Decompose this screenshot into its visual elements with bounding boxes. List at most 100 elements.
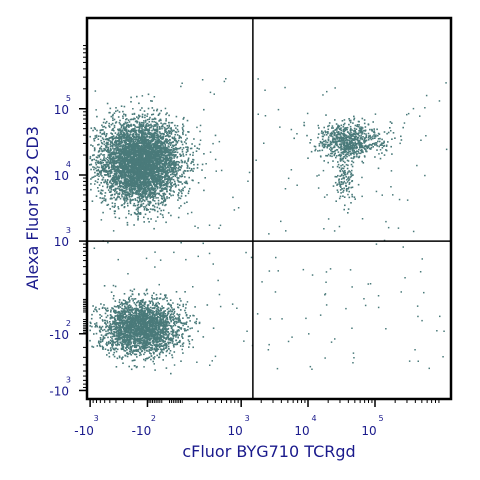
event-point xyxy=(117,144,120,146)
event-point xyxy=(156,133,159,135)
event-point xyxy=(148,172,151,175)
event-point xyxy=(113,151,115,154)
event-point xyxy=(152,160,154,163)
event-point xyxy=(201,163,204,166)
event-point xyxy=(128,176,131,178)
event-point xyxy=(145,169,147,172)
event-point xyxy=(134,182,136,185)
event-point xyxy=(103,140,105,143)
event-point xyxy=(113,212,116,215)
event-point xyxy=(151,140,154,143)
event-point xyxy=(166,127,169,130)
event-point xyxy=(152,172,154,175)
event-point xyxy=(112,117,114,119)
event-point xyxy=(176,179,179,181)
event-point xyxy=(100,189,103,191)
event-point xyxy=(105,169,108,172)
event-point xyxy=(131,165,133,168)
event-point xyxy=(188,187,191,190)
event-point xyxy=(125,165,127,167)
event-point xyxy=(165,176,167,178)
event-point xyxy=(134,151,136,153)
event-point xyxy=(158,207,161,210)
event-point xyxy=(158,192,160,195)
event-point xyxy=(127,130,130,133)
event-point xyxy=(112,159,114,162)
event-point xyxy=(103,118,106,121)
event-point xyxy=(141,124,144,127)
event-point xyxy=(173,183,175,186)
event-point xyxy=(155,183,158,185)
event-point xyxy=(176,134,179,136)
event-point xyxy=(105,147,107,149)
event-point xyxy=(108,153,111,155)
event-point xyxy=(98,161,100,164)
event-point xyxy=(126,182,129,185)
event-point xyxy=(152,127,155,130)
event-point xyxy=(93,158,95,161)
event-point xyxy=(154,150,156,152)
event-point xyxy=(111,185,114,188)
event-point xyxy=(138,175,140,177)
event-point xyxy=(121,160,123,162)
event-point xyxy=(148,201,150,203)
event-point xyxy=(117,167,120,169)
event-point xyxy=(166,175,168,177)
event-point xyxy=(146,164,149,166)
event-point xyxy=(146,185,148,188)
event-point xyxy=(136,196,139,199)
event-point xyxy=(132,171,134,173)
event-point xyxy=(158,145,161,147)
event-point xyxy=(172,149,174,152)
event-point xyxy=(148,124,150,126)
event-point xyxy=(190,162,192,165)
event-point xyxy=(149,194,151,196)
event-point xyxy=(166,141,168,144)
event-point xyxy=(179,146,182,149)
event-point xyxy=(147,178,149,180)
event-point xyxy=(136,162,139,165)
event-point xyxy=(154,118,157,120)
event-point xyxy=(177,147,179,150)
event-point xyxy=(187,159,190,161)
event-point xyxy=(115,139,117,142)
event-point xyxy=(108,169,111,172)
event-point xyxy=(173,149,175,151)
event-point xyxy=(178,161,181,164)
event-point xyxy=(117,128,119,131)
event-point xyxy=(156,187,159,190)
event-point xyxy=(110,166,113,169)
event-point xyxy=(121,176,123,179)
event-point xyxy=(122,151,125,154)
event-point xyxy=(154,187,156,190)
event-point xyxy=(162,181,165,184)
event-point xyxy=(148,128,150,130)
event-point xyxy=(151,120,153,123)
event-point xyxy=(151,181,153,183)
event-point xyxy=(101,137,104,139)
event-point xyxy=(112,119,114,121)
event-point xyxy=(173,171,176,173)
event-point xyxy=(110,123,113,126)
event-point xyxy=(147,125,150,127)
event-point xyxy=(178,136,181,138)
event-point xyxy=(121,135,123,138)
event-point xyxy=(115,149,117,152)
event-point xyxy=(114,190,116,193)
event-point xyxy=(127,184,129,186)
event-point xyxy=(133,113,136,115)
event-point xyxy=(135,155,138,158)
event-point xyxy=(136,166,139,169)
event-point xyxy=(121,192,124,195)
event-point xyxy=(163,161,166,163)
event-point xyxy=(143,206,145,208)
event-point xyxy=(197,182,200,184)
event-point xyxy=(137,219,139,221)
event-point xyxy=(172,151,174,153)
event-point xyxy=(142,131,145,133)
event-point xyxy=(118,134,121,136)
event-point xyxy=(140,158,143,161)
event-point xyxy=(139,194,142,197)
event-point xyxy=(149,202,151,205)
event-point xyxy=(131,191,133,193)
